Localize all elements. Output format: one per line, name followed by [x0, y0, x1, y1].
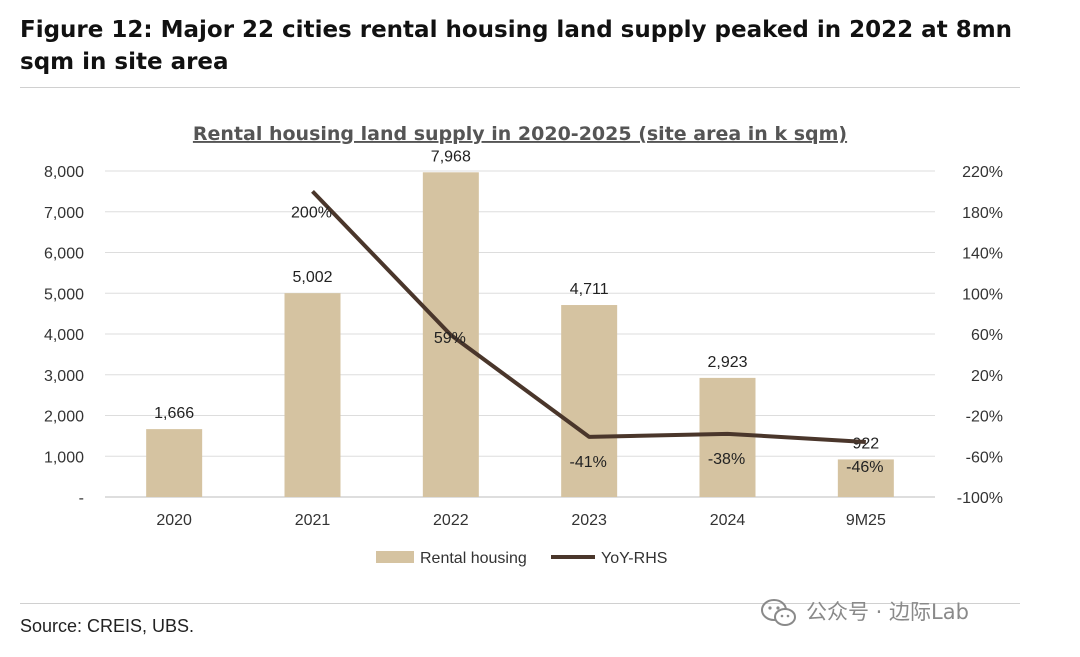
left-tick-label: 3,000 [44, 368, 84, 385]
legend-swatch-bar [376, 551, 414, 563]
left-tick-label: 4,000 [44, 327, 84, 344]
bar [284, 293, 341, 497]
yoy-value-label: 200% [291, 204, 332, 221]
x-tick-label: 2021 [295, 512, 331, 529]
bar-value-label: 7,968 [431, 148, 471, 165]
watermark: 公众号 · 边际Lab [760, 596, 969, 628]
right-tick-label: 20% [971, 368, 1003, 385]
line-labels: 200% 59% -41% -38% -46% [291, 204, 883, 476]
right-tick-label: 140% [962, 246, 1003, 263]
x-tick-label: 2022 [433, 512, 469, 529]
legend-label: Rental housing [420, 550, 527, 567]
left-tick-label: 5,000 [44, 286, 84, 303]
right-axis-ticks: -100% -60% -20% 20% 60% 100% 140% 180% 220% [957, 164, 1003, 507]
right-tick-label: 220% [962, 164, 1003, 181]
bar-labels: 1,666 5,002 7,968 4,711 2,923 922 [154, 148, 879, 452]
bottom-divider [20, 603, 1020, 604]
wechat-icon [761, 599, 796, 626]
left-tick-label: 2,000 [44, 409, 84, 426]
bar [699, 377, 756, 497]
right-tick-label: -20% [966, 409, 1003, 426]
yoy-value-label: -41% [569, 454, 606, 471]
left-tick-label: 1,000 [44, 449, 84, 466]
left-tick-label: 7,000 [44, 205, 84, 222]
source-note: Source: CREIS, UBS. [20, 616, 195, 636]
yoy-line [311, 189, 866, 444]
bar-value-label: 4,711 [570, 281, 609, 298]
left-tick-label: - [79, 490, 84, 507]
top-divider [20, 87, 1020, 88]
yoy-value-label: -46% [846, 459, 883, 476]
gridlines [105, 170, 935, 498]
left-tick-label: 8,000 [44, 164, 84, 181]
legend-label: YoY-RHS [601, 550, 667, 567]
right-tick-label: -100% [957, 490, 1003, 507]
bar-value-label: 5,002 [292, 269, 332, 286]
right-tick-label: 180% [962, 205, 1003, 222]
yoy-value-label: 59% [434, 330, 466, 347]
figure-title: Figure 12: Major 22 cities rental housin… [20, 17, 1013, 75]
x-tick-label: 9M25 [846, 512, 886, 529]
right-tick-label: 60% [971, 327, 1003, 344]
chart: Rental housing land supply in 2020-2025 … [44, 123, 1003, 567]
bar-value-label: 922 [852, 435, 879, 452]
yoy-value-label: -38% [708, 451, 745, 468]
bar [837, 459, 894, 497]
legend: Rental housing YoY-RHS [376, 550, 667, 567]
x-tick-label: 2020 [156, 512, 192, 529]
bar-series [146, 172, 894, 497]
bar-value-label: 1,666 [154, 405, 194, 422]
x-tick-label: 2023 [571, 512, 607, 529]
line-series [311, 189, 866, 444]
right-tick-label: -60% [966, 449, 1003, 466]
bar [561, 305, 618, 497]
left-axis-ticks: - 1,000 2,000 3,000 4,000 5,000 6,000 7,000 8,00… [44, 164, 84, 507]
right-tick-label: 100% [962, 286, 1003, 303]
left-tick-label: 6,000 [44, 246, 84, 263]
x-axis-ticks: 2020 2021 2022 2023 2024 9M25 [156, 512, 886, 529]
bar-value-label: 2,923 [707, 354, 747, 371]
watermark-text: 公众号 · 边际Lab [806, 600, 969, 624]
chart-title: Rental housing land supply in 2020-2025 … [193, 123, 847, 145]
bar [146, 429, 203, 497]
x-tick-label: 2024 [710, 512, 746, 529]
